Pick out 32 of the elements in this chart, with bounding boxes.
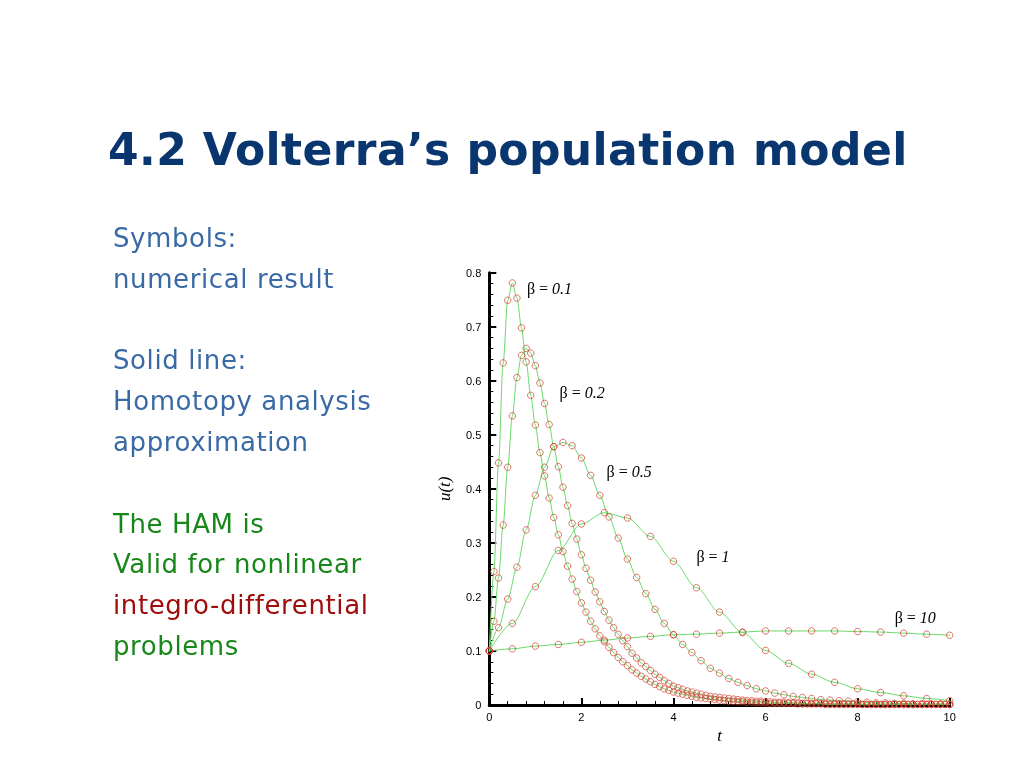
y-tick-label: 0.4 <box>466 482 482 495</box>
y-tick-label: 0.3 <box>466 536 482 549</box>
y-tick-label: 0.7 <box>466 320 482 333</box>
y-axis-title: u(t) <box>435 476 455 502</box>
annotation: β = 0.1 <box>526 279 573 298</box>
text: Symbols: <box>113 222 237 255</box>
text: Homotopy analysis <box>113 385 372 419</box>
text: integro-differential <box>113 589 369 623</box>
annotation: β = 10 <box>894 608 936 627</box>
text: Valid for nonlinear <box>113 548 362 582</box>
y-tick-label: 0.1 <box>466 644 482 657</box>
x-tick-label: 10 <box>943 710 956 723</box>
y-tick-label: 0.6 <box>466 374 482 387</box>
text: Solid line: <box>113 344 247 378</box>
x-tick-label: 8 <box>854 710 861 723</box>
y-tick-label: 0 <box>475 699 482 711</box>
x-tick-label: 4 <box>670 710 677 723</box>
y-tick-label: 0.2 <box>466 590 482 603</box>
text: approximation <box>113 426 309 459</box>
text: The HAM is <box>113 507 265 541</box>
y-tick-label: 0.5 <box>466 428 482 441</box>
text: numerical result <box>113 262 335 296</box>
annotation: β = 1 <box>696 547 730 566</box>
y-tick-label: 0.8 <box>466 266 482 279</box>
x-tick-label: 0 <box>486 710 493 723</box>
annotation: β = 0.2 <box>559 383 605 402</box>
x-axis-title: t <box>717 726 724 745</box>
chart-title: 4.2 Volterra’s population model <box>108 123 908 177</box>
annotation: β = 0.5 <box>606 462 652 481</box>
x-tick-label: 6 <box>762 710 769 723</box>
text: problems <box>113 630 239 663</box>
x-tick-label: 2 <box>578 710 585 723</box>
